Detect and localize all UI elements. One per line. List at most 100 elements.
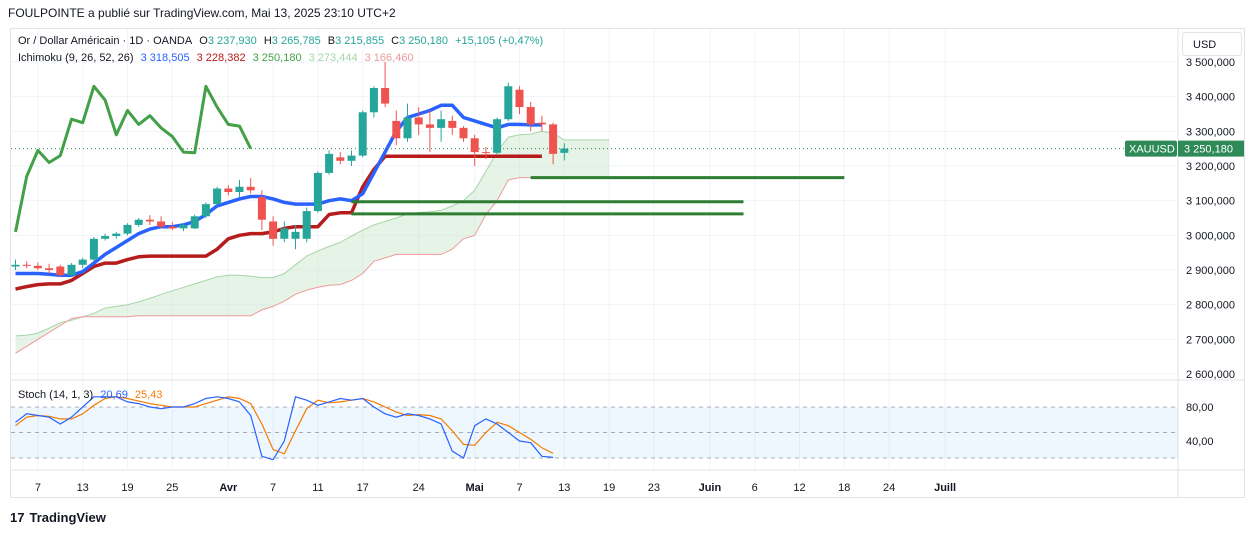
candle-body	[358, 112, 367, 156]
stoch-k-line	[15, 396, 554, 461]
time-tick-label: Avr	[219, 482, 238, 494]
price-tick-label: 3 400,000	[1186, 92, 1235, 104]
time-tick-label: 7	[35, 482, 41, 494]
candle-body	[448, 120, 457, 128]
symbol-badge-bg	[1125, 140, 1177, 157]
candle-body	[515, 89, 524, 108]
brand-label: TradingView	[29, 510, 106, 525]
publisher-header: FOULPOINTE a publié sur TradingView.com,…	[8, 6, 396, 20]
tenkan-sen-line	[15, 103, 542, 277]
candle-body	[11, 264, 20, 267]
ichimoku-value: 3 166,460	[364, 52, 414, 64]
symbol-badge-label: XAUUSD	[1129, 144, 1175, 156]
candle-body	[560, 148, 569, 153]
stoch-tick-label: 80,00	[1186, 402, 1214, 414]
candle-body	[89, 238, 98, 260]
high-value: 3 265,785	[271, 35, 321, 47]
high-label: H	[263, 35, 272, 47]
candle-body	[347, 155, 356, 161]
last-price-badge: XAUUSD 3 250,180	[1125, 140, 1244, 157]
candle-body	[336, 157, 345, 161]
low-label: B	[327, 35, 336, 47]
time-tick-label: 24	[413, 482, 425, 494]
ichimoku-value: 3 228,382	[196, 52, 246, 64]
price-tick-label: 2 800,000	[1186, 300, 1235, 312]
candle-body	[257, 197, 266, 220]
price-badge-value: 3 250,180	[1184, 144, 1233, 156]
time-tick-label: 13	[558, 482, 570, 494]
time-tick-label: 13	[77, 482, 89, 494]
stoch-band-fill	[11, 407, 1178, 458]
kijun-sen-line	[15, 154, 542, 291]
stoch-title: Stoch (14, 1, 3)	[18, 389, 94, 401]
candle-body	[201, 204, 210, 217]
ichimoku-title: Ichimoku (9, 26, 52, 26)	[18, 52, 134, 64]
candle-body	[22, 264, 31, 266]
time-tick-label: 24	[883, 482, 895, 494]
ichimoku-legend: Ichimoku (9, 26, 52, 26) 3 318,505 3 228…	[18, 52, 418, 64]
candle-body	[549, 124, 558, 154]
stoch-legend: Stoch (14, 1, 3) 20,69 25,43	[18, 389, 166, 401]
candle-body	[56, 266, 65, 276]
candle-body	[381, 88, 390, 104]
price-tick-label: 2 600,000	[1186, 369, 1235, 381]
candle-body	[392, 120, 401, 139]
symbol-title: Or / Dollar Américain · 1D · OANDA	[18, 35, 193, 47]
candle-body	[526, 107, 535, 125]
candle-body	[302, 211, 311, 239]
close-value: 3 250,180	[399, 35, 449, 47]
time-tick-label: Juill	[934, 482, 956, 494]
ichimoku-cloud	[15, 131, 610, 354]
price-tick-label: 3 300,000	[1186, 126, 1235, 138]
candle-body	[313, 172, 322, 212]
price-badge-bg	[1178, 140, 1244, 157]
candle-body	[504, 86, 513, 120]
open-value: 3 237,930	[207, 35, 257, 47]
senkou-span-b-line	[15, 177, 610, 354]
candle-body	[179, 224, 188, 229]
price-tick-label: 3 000,000	[1186, 230, 1235, 242]
chikou-span-line	[14, 84, 253, 233]
candle-body	[269, 221, 278, 239]
time-tick-label: 19	[603, 482, 615, 494]
candle-body	[369, 88, 378, 113]
time-tick-label: Mai	[466, 482, 484, 494]
stoch-d-line	[15, 396, 554, 455]
ichimoku-value: 3 273,444	[308, 52, 358, 64]
candle-body	[414, 117, 423, 125]
currency-button[interactable]: USD	[1182, 32, 1242, 56]
time-tick-label: 7	[516, 482, 522, 494]
change-value: +15,105 (+0,47%)	[455, 35, 544, 47]
candle-body	[425, 124, 434, 128]
candle-body	[101, 236, 110, 239]
stoch-tick-label: 40,00	[1186, 436, 1214, 448]
candle-body	[33, 265, 42, 269]
price-tick-label: 3 500,000	[1186, 57, 1235, 69]
candle-body	[145, 219, 154, 222]
candle-body	[437, 119, 446, 128]
candle-body	[459, 127, 468, 139]
time-tick-label: 12	[793, 482, 805, 494]
tradingview-brand[interactable]: 17 TradingView	[10, 510, 106, 525]
close-label: C	[391, 35, 400, 47]
time-tick-label: 7	[270, 482, 276, 494]
time-tick-label: 25	[166, 482, 178, 494]
price-tick-label: 2 900,000	[1186, 265, 1235, 277]
time-tick-label: 18	[838, 482, 850, 494]
symbol-legend: Or / Dollar Américain · 1D · OANDA O3 23…	[18, 35, 547, 47]
candle-body	[246, 186, 255, 191]
candle-body	[493, 119, 502, 153]
price-tick-label: 3 100,000	[1186, 196, 1235, 208]
candle-body	[112, 233, 121, 237]
candle-body	[213, 188, 222, 205]
candle-body	[134, 219, 143, 225]
candle-body	[224, 188, 233, 192]
chart-frame	[10, 28, 1245, 498]
time-tick-label: 11	[312, 482, 323, 494]
candle-body	[481, 152, 490, 154]
candle-body	[45, 268, 54, 270]
senkou-span-a-line	[15, 130, 610, 337]
candle-body	[190, 216, 199, 229]
candle-body	[537, 122, 546, 125]
